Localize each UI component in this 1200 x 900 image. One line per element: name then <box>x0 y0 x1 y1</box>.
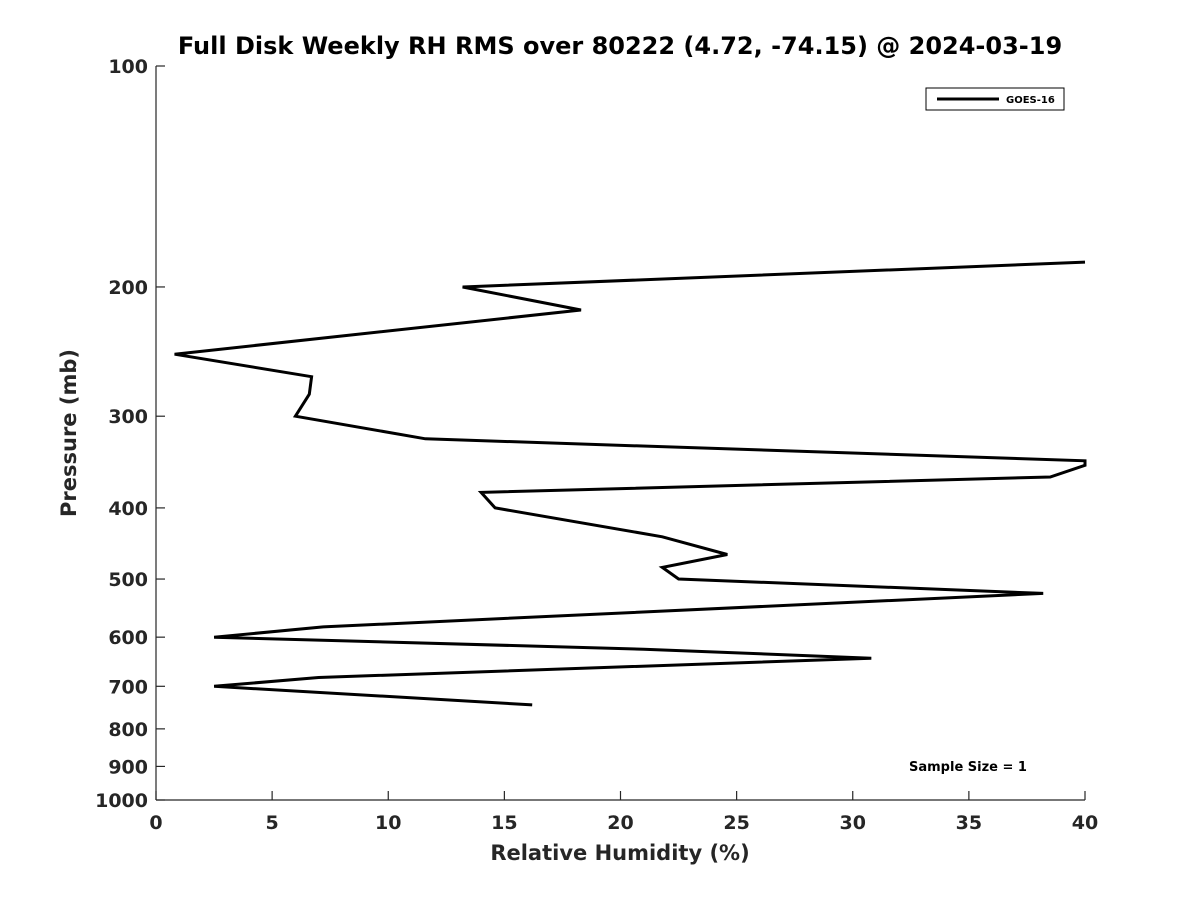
series-line-goes-16 <box>174 260 1087 707</box>
y-tick-label: 1000 <box>95 790 148 812</box>
chart-title: Full Disk Weekly RH RMS over 80222 (4.72… <box>178 32 1062 60</box>
x-tick-label: 15 <box>491 812 517 834</box>
sample-size-annotation: Sample Size = 1 <box>909 760 1027 775</box>
y-tick-label: 800 <box>108 719 148 741</box>
x-tick-label: 10 <box>375 812 401 834</box>
x-tick-label: 25 <box>723 812 749 834</box>
x-tick-label: 40 <box>1072 812 1098 834</box>
y-tick-label: 400 <box>108 498 148 520</box>
y-tick-label: 200 <box>108 277 148 299</box>
x-tick-label: 5 <box>266 812 279 834</box>
y-tick-label: 100 <box>108 56 148 78</box>
y-tick-label: 500 <box>108 569 148 591</box>
x-tick-label: 30 <box>840 812 866 834</box>
y-tick-label: 300 <box>108 406 148 428</box>
x-tick-label: 0 <box>149 812 162 834</box>
y-tick-label: 900 <box>108 756 148 778</box>
legend-label-goes-16: GOES-16 <box>1006 95 1055 106</box>
y-axis-label: Pressure (mb) <box>57 349 81 517</box>
y-tick-label: 600 <box>108 627 148 649</box>
x-axis-label: Relative Humidity (%) <box>490 841 749 865</box>
legend: GOES-16 <box>925 87 1065 111</box>
y-tick-label: 700 <box>108 676 148 698</box>
y-axis-ticks: 100 200 300 400 500 600 700 800 900 1000 <box>95 56 165 812</box>
x-tick-label: 35 <box>956 812 982 834</box>
axes <box>155 66 1085 801</box>
x-axis-ticks: 0 5 10 15 20 25 30 35 40 <box>149 791 1098 834</box>
x-tick-label: 20 <box>607 812 633 834</box>
